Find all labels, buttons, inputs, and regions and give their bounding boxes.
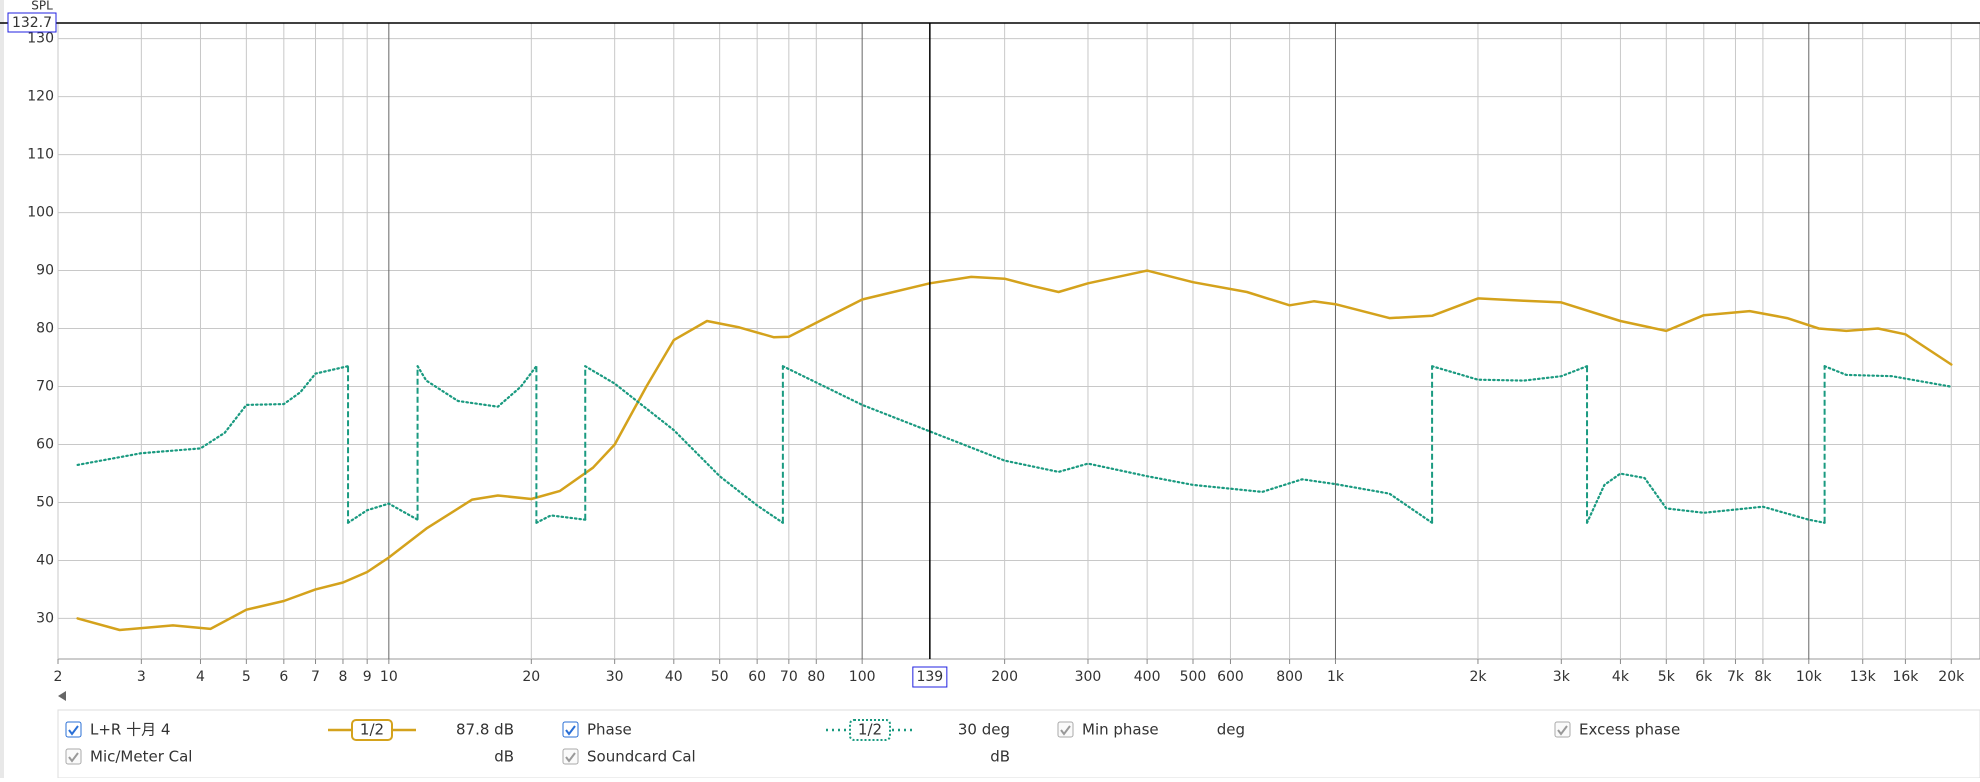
- cursor-x-label: 139: [916, 669, 943, 685]
- x-tick-label: 2: [54, 669, 63, 685]
- x-tick-label: 300: [1075, 669, 1102, 685]
- x-tick-label: 200: [991, 669, 1018, 685]
- smoothing-box[interactable]: [351, 719, 393, 741]
- plot-area: [57, 22, 1980, 660]
- x-tick-label: 3: [137, 669, 146, 685]
- x-tick-label: 5k: [1658, 669, 1676, 685]
- x-tick-label: 400: [1134, 669, 1161, 685]
- x-tick-label: 9: [363, 669, 372, 685]
- legend-label: Min phase: [1082, 721, 1159, 739]
- legend-label: L+R 十月 4: [90, 721, 170, 739]
- legend-label: Excess phase: [1579, 721, 1680, 739]
- smoothing-label: 1/2: [858, 721, 882, 739]
- legend-label: Soundcard Cal: [587, 748, 696, 766]
- checkbox[interactable]: [65, 721, 82, 738]
- x-tick-label: 5: [242, 669, 251, 685]
- smoothing-box[interactable]: [849, 719, 891, 741]
- data-line: [76, 365, 1953, 524]
- side-strip: [0, 0, 4, 778]
- y-tick-label: 90: [36, 263, 54, 279]
- x-tick-label: 800: [1276, 669, 1303, 685]
- x-tick-label: 10k: [1796, 669, 1823, 685]
- y-tick-label: 40: [36, 552, 54, 568]
- x-tick-label: 7: [311, 669, 320, 685]
- x-tick-label: 4k: [1612, 669, 1630, 685]
- checkbox[interactable]: [1554, 721, 1571, 738]
- legend-unit: dB: [990, 748, 1010, 766]
- y-tick-label: 130: [27, 31, 54, 47]
- x-tick-label: 13k: [1850, 669, 1877, 685]
- y-tick-label: 80: [36, 321, 54, 337]
- x-tick-label: 6: [279, 669, 288, 685]
- x-tick-label: 1k: [1327, 669, 1345, 685]
- legend-label: Mic/Meter Cal: [90, 748, 192, 766]
- legend-panel: [57, 709, 1980, 779]
- checkbox[interactable]: [562, 721, 579, 738]
- y-tick-label: 100: [27, 205, 54, 221]
- x-tick-label: 10: [380, 669, 398, 685]
- x-tick-label: 40: [665, 669, 683, 685]
- checkmark: [68, 725, 79, 736]
- y-tick-label: 30: [36, 610, 54, 626]
- x-tick-label: 50: [711, 669, 729, 685]
- x-tick-label: 2k: [1469, 669, 1487, 685]
- cursor-y-label: 132.7: [12, 15, 52, 31]
- y-axis-label: SPL: [31, 0, 53, 13]
- y-tick-label: 60: [36, 436, 54, 452]
- legend-unit: deg: [1217, 721, 1245, 739]
- x-tick-label: 20k: [1938, 669, 1965, 685]
- cursor-label-box: [7, 12, 57, 33]
- x-tick-label: 16k: [1892, 669, 1919, 685]
- checkmark: [1557, 725, 1568, 736]
- x-tick-label: 60: [748, 669, 766, 685]
- x-tick-label: 7k: [1727, 669, 1745, 685]
- x-tick-label: 30: [606, 669, 624, 685]
- y-tick-label: 120: [27, 89, 54, 105]
- legend-label: Phase: [587, 721, 632, 739]
- x-tick-label: 100: [849, 669, 876, 685]
- x-tick-label: 8k: [1754, 669, 1772, 685]
- checkmark: [1060, 725, 1071, 736]
- y-tick-label: 50: [36, 494, 54, 510]
- checkbox[interactable]: [562, 748, 579, 765]
- checkbox[interactable]: [65, 748, 82, 765]
- x-tick-label: 70: [780, 669, 798, 685]
- x-tick-label: 6k: [1695, 669, 1713, 685]
- y-tick-label: 110: [27, 147, 54, 163]
- checkbox[interactable]: [1057, 721, 1074, 738]
- checkmark: [565, 752, 576, 763]
- y-tick-label: 70: [36, 379, 54, 395]
- legend-readout: 30 deg: [958, 721, 1010, 739]
- x-tick-label: 20: [522, 669, 540, 685]
- x-tick-label: 3k: [1553, 669, 1571, 685]
- legend-unit: dB: [494, 748, 514, 766]
- legend-readout: 87.8 dB: [456, 721, 514, 739]
- x-tick-label: 8: [339, 669, 348, 685]
- checkmark: [68, 752, 79, 763]
- cursor-label-box: [912, 666, 948, 688]
- smoothing-label: 1/2: [360, 721, 384, 739]
- x-tick-label: 80: [807, 669, 825, 685]
- x-tick-label: 500: [1180, 669, 1207, 685]
- data-line: [76, 269, 1953, 632]
- x-tick-label: 600: [1217, 669, 1244, 685]
- scroll-arrow[interactable]: [58, 691, 66, 701]
- x-tick-label: 4: [196, 669, 205, 685]
- checkmark: [565, 725, 576, 736]
